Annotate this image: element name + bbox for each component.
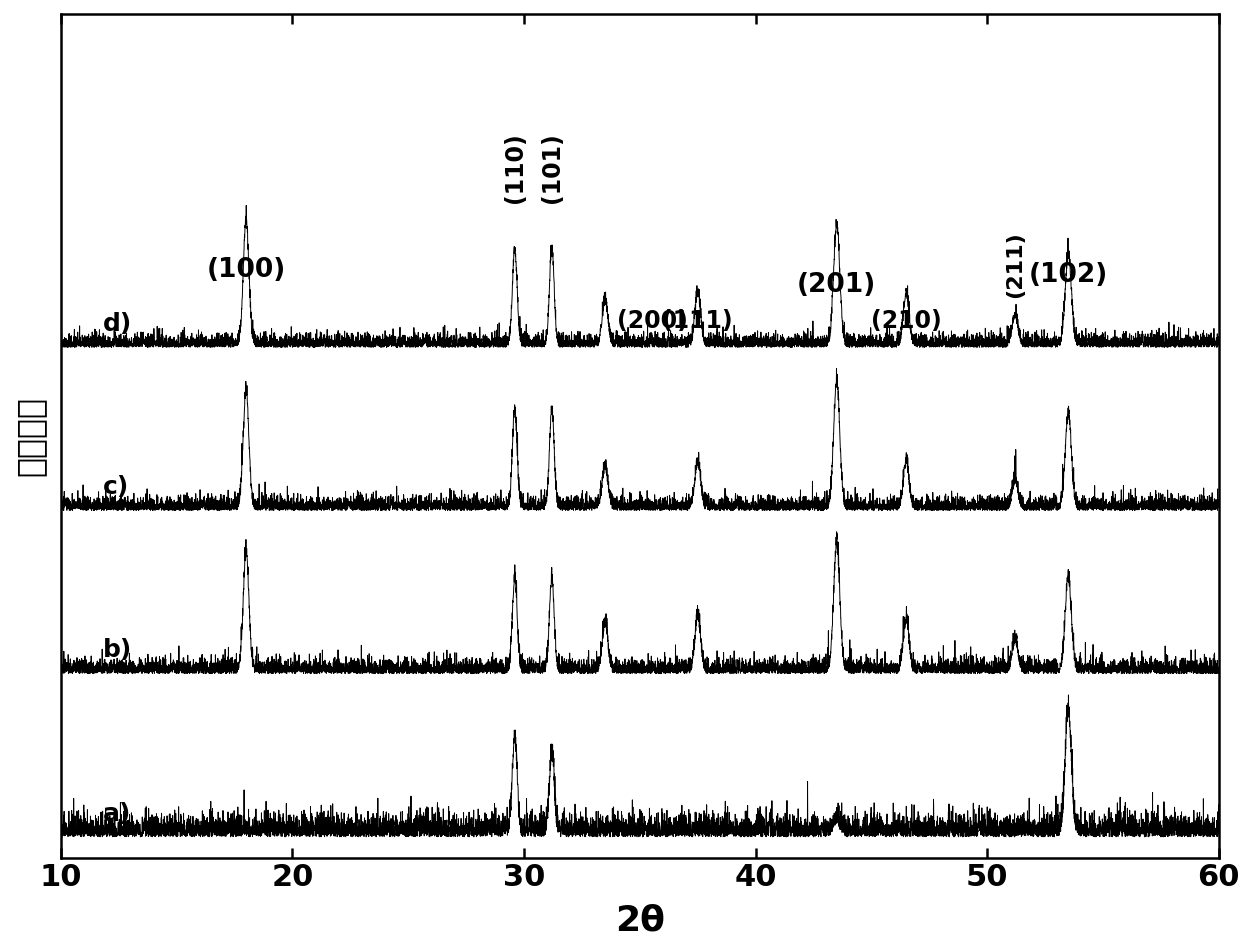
Text: (200): (200) [617,309,687,333]
Text: (211): (211) [1004,231,1025,298]
Text: (201): (201) [798,272,877,298]
Text: (111): (111) [662,309,734,333]
Text: (101): (101) [539,132,564,203]
X-axis label: 2θ: 2θ [614,903,665,937]
Text: a): a) [103,802,130,825]
Text: (110): (110) [503,132,527,203]
Text: (210): (210) [870,309,942,333]
Text: (100): (100) [207,258,286,283]
Text: b): b) [103,638,132,662]
Text: c): c) [103,476,129,499]
Y-axis label: 衍射强度: 衍射强度 [14,396,46,476]
Text: (102): (102) [1028,262,1109,288]
Text: d): d) [103,312,132,336]
